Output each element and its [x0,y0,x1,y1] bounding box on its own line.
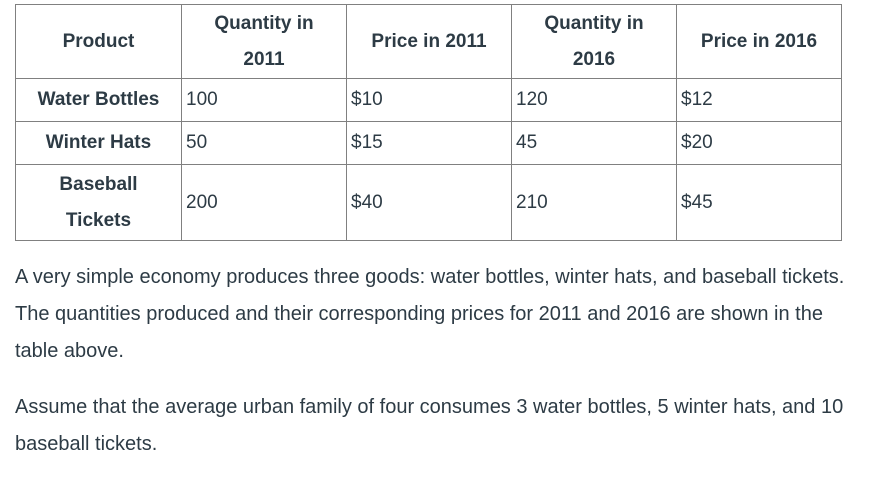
quantity-2016-cell: 45 [511,121,677,165]
quantity-2016-cell: 210 [511,164,677,241]
price-2016-cell: $45 [676,164,842,241]
header-price-2011: Price in 2011 [346,4,512,79]
price-2011-cell: $40 [346,164,512,241]
price-2011-cell: $15 [346,121,512,165]
paragraph-economy-description: A very simple economy produces three goo… [15,266,845,362]
product-cell: Winter Hats [15,121,182,165]
price-2016-cell: $12 [676,78,842,122]
header-row: Product Quantity in 2011 Price in 2011 Q… [15,4,842,79]
header-price-2016: Price in 2016 [676,4,842,79]
problem-text: A very simple economy produces three goo… [15,259,845,482]
header-product: Product [15,4,182,79]
table-row: Baseball Tickets 200 $40 210 $45 [15,164,842,241]
quantity-2011-cell: 50 [181,121,347,165]
quantity-2011-cell: 200 [181,164,347,241]
table-row: Water Bottles 100 $10 120 $12 [15,78,842,122]
product-cell: Water Bottles [15,78,182,122]
price-2011-cell: $10 [346,78,512,122]
quantity-2011-cell: 100 [181,78,347,122]
product-cell: Baseball Tickets [15,164,182,241]
quantity-2016-cell: 120 [511,78,677,122]
table-row: Winter Hats 50 $15 45 $20 [15,121,842,165]
paragraph-family-consumption: Assume that the average urban family of … [15,396,844,455]
price-2016-cell: $20 [676,121,842,165]
header-quantity-2016: Quantity in 2016 [511,4,677,79]
header-quantity-2011: Quantity in 2011 [181,4,347,79]
price-quantity-table: Product Quantity in 2011 Price in 2011 Q… [15,4,842,241]
